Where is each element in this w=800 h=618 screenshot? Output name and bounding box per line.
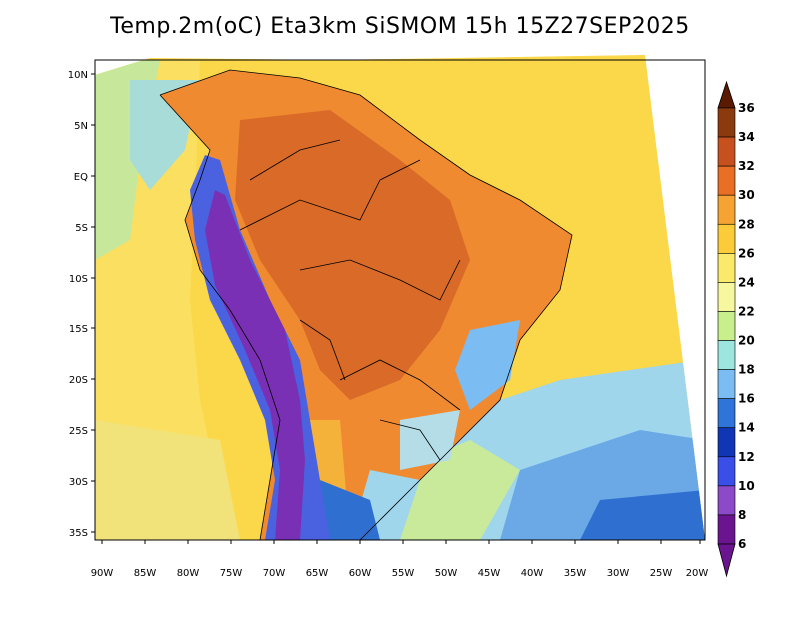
colorbar-label: 18	[738, 363, 755, 377]
lat-label-20s: 20S	[69, 375, 88, 386]
lon-label-65w: 65W	[306, 568, 329, 579]
colorbar-cell	[717, 107, 736, 138]
colorbar-label: 20	[738, 334, 755, 348]
lat-label-25s: 25S	[69, 426, 88, 437]
colorbar-cell	[717, 194, 736, 225]
lon-label-75w: 75W	[220, 568, 243, 579]
colorbar-label: 16	[738, 392, 755, 406]
colorbar-cell	[717, 398, 736, 429]
continent-hot-core	[235, 110, 470, 400]
colorbar-label: 34	[738, 130, 755, 144]
lon-label-35w: 35W	[564, 568, 587, 579]
colorbar-cell	[717, 456, 736, 487]
lat-label-5n: 5N	[74, 121, 88, 132]
andes-colder	[205, 190, 305, 540]
map-title: Temp.2m(oC) Eta3km SiSMOM 15h 15Z27SEP20…	[110, 14, 690, 39]
political-borders	[159, 69, 573, 541]
southeast-highland-cool	[455, 320, 520, 410]
plot-frame	[94, 59, 706, 541]
lon-label-40w: 40W	[521, 568, 544, 579]
colorbar-labels: 36 34 32 30 28 26 24 22 20 18 16 14 12 10 8 6	[738, 101, 755, 551]
atlantic-colder-region	[580, 490, 705, 540]
latitude-axis: 10N 5N EQ 5S 10S 15S 20S 25S 30S 35S	[68, 70, 95, 539]
lat-label-5s: 5S	[75, 223, 88, 234]
colorbar-cell	[717, 514, 736, 545]
lon-label-80w: 80W	[177, 568, 200, 579]
colorbar-cell	[717, 340, 736, 370]
colorbar-cell	[717, 223, 736, 254]
lon-label-70w: 70W	[263, 568, 286, 579]
colorbar-cell	[717, 485, 736, 516]
colorbar-label: 14	[738, 421, 755, 435]
colorbar-label: 36	[738, 101, 755, 115]
colorbar-cell	[717, 311, 736, 341]
lon-label-30w: 30W	[607, 568, 630, 579]
colorbar-cell	[717, 136, 736, 167]
colorbar-top-arrow	[717, 80, 736, 109]
lon-label-60w: 60W	[349, 568, 372, 579]
longitude-axis: 90W 85W 80W 75W 70W 65W 60W 55W 50W 45W …	[91, 540, 709, 579]
colorbar-label: 24	[738, 275, 755, 289]
colorbar-label: 22	[738, 304, 755, 318]
lon-label-55w: 55W	[392, 568, 415, 579]
lon-label-25w: 25W	[650, 568, 673, 579]
patagonia-cold	[320, 480, 380, 540]
colorbar-cell	[717, 427, 736, 458]
lat-label-10n: 10N	[68, 70, 88, 81]
colorbar-label: 6	[738, 537, 746, 551]
pacific-south-band	[95, 420, 240, 540]
colorbar-cell	[717, 369, 736, 399]
colorbar-bottom-arrow	[717, 543, 736, 578]
colorbar-cell	[717, 282, 736, 312]
lat-label-30s: 30S	[69, 477, 88, 488]
colorbar-label: 10	[738, 479, 755, 493]
colorbar-label: 8	[738, 508, 746, 522]
colorbar: 36 34 32 30 28 26 24 22 20 18 16 14 12 10 8 6	[717, 80, 755, 578]
lon-label-45w: 45W	[478, 568, 501, 579]
lat-label-eq: EQ	[74, 172, 88, 183]
lon-label-50w: 50W	[435, 568, 458, 579]
lat-label-35s: 35S	[69, 528, 88, 539]
colorbar-cell	[717, 165, 736, 196]
lon-label-85w: 85W	[134, 568, 157, 579]
lon-label-20w: 20W	[686, 568, 709, 579]
colorbar-label: 28	[738, 217, 755, 231]
colorbar-label: 32	[738, 159, 755, 173]
lon-label-90w: 90W	[91, 568, 114, 579]
colorbar-label: 12	[738, 450, 755, 464]
colorbar-label: 26	[738, 246, 755, 260]
lat-label-15s: 15S	[69, 324, 88, 335]
colorbar-label: 30	[738, 188, 755, 202]
colorbar-cell	[717, 253, 736, 283]
continent-field	[160, 70, 572, 540]
colorbar-cells	[717, 107, 736, 545]
lat-label-10s: 10S	[69, 274, 88, 285]
